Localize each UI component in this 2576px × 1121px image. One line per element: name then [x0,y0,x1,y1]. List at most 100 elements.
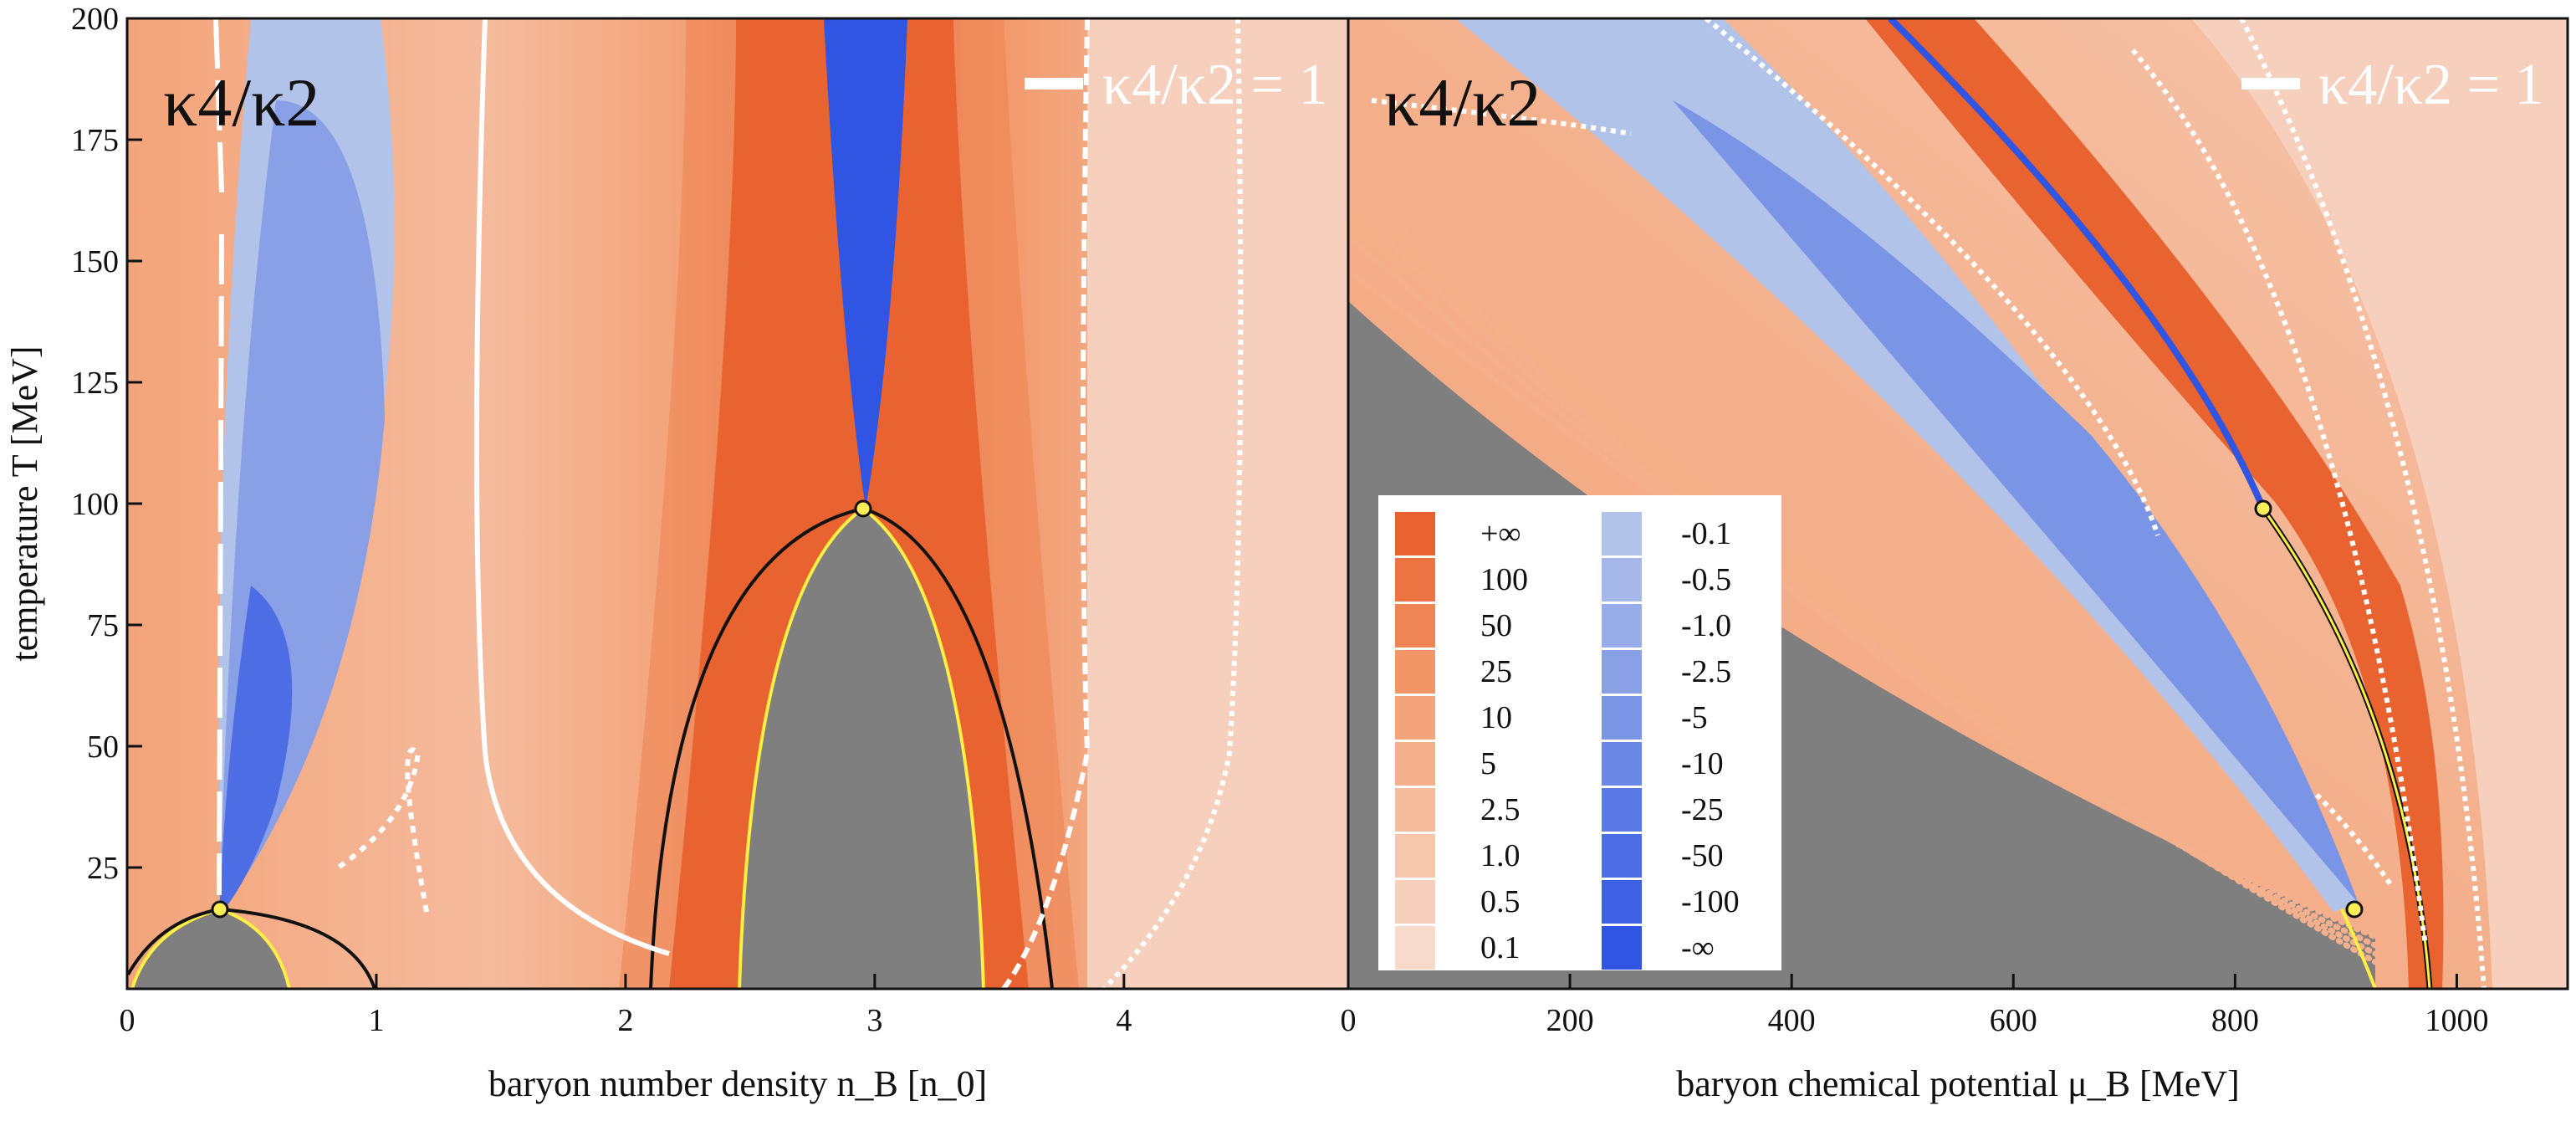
y-tick-label: 75 [87,608,119,643]
tick-marks [125,17,2458,989]
left-blue-lobe-inner [219,586,293,916]
right-striation-4 [1352,273,2379,965]
colorbar-swatch [1395,558,1435,601]
colorbar-swatch [1602,650,1642,694]
right-yellow-boundary-low [2340,909,2377,989]
colorbar-swatch [1395,880,1435,924]
left-unity-contours [213,18,1244,989]
left-orange-halo [619,18,736,989]
colorbar-swatch [1395,696,1435,740]
right-blue-lobe [1455,18,2359,912]
right-x-tick-label: 1000 [2425,1003,2488,1038]
right-contour-1 [1371,98,1632,136]
colorbar-label: 50 [1480,608,1512,643]
colorbar-swatch [1395,788,1435,832]
tick-labels: 25 50 75 100 125 150 175 200 0 1 2 3 4 0 200 400 600 800 1… [71,2,2488,1038]
colorbar-positive: +∞ 100 50 25 10 5 2.5 1.0 0.5 0.1 [1395,512,1528,970]
colorbar-swatch [1395,742,1435,786]
colorbar-label: -5 [1681,700,1708,735]
colorbar-swatch [1395,604,1435,648]
y-axis-title: temperature T [MeV] [4,346,45,661]
colorbar-label: 10 [1480,700,1512,735]
right-x-tick-label: 800 [2211,1003,2259,1038]
right-legend-label: κ4/κ2 = 1 [2318,53,2543,117]
left-panel-title: κ4/κ2 [163,64,319,141]
colorbar-label: 0.5 [1480,884,1521,919]
colorbar-swatch [1602,788,1642,832]
right-critical-point-2 [2345,900,2364,919]
colorbar-label: -2.5 [1681,654,1731,689]
colorbar-label: 100 [1480,562,1528,597]
colorbar-swatch [1395,512,1435,555]
left-blue-spike [824,18,907,509]
colorbar-swatch [1395,834,1435,878]
colorbar-background [1378,495,1781,970]
left-contour-1 [213,18,224,896]
right-critical-point-1 [2254,499,2272,518]
colorbar-label: -25 [1681,792,1724,827]
colorbar-label: -0.5 [1681,562,1731,597]
colorbar-label: 25 [1480,654,1512,689]
right-x-tick-label: 0 [1341,1003,1357,1038]
right-orange-band [1865,18,2444,989]
colorbar-legend: +∞ 100 50 25 10 5 2.5 1.0 0.5 0.1 -0.1 -0.5 -1.0 -2.… [1378,495,1781,970]
left-critical-point-2 [854,499,872,518]
right-x-tick-label: 400 [1768,1003,1816,1038]
y-tick-label: 100 [71,487,119,522]
y-tick-label: 25 [87,851,119,886]
colorbar-swatch [1602,512,1642,555]
colorbar-swatch [1602,926,1642,970]
y-tick-label: 150 [71,244,119,279]
y-tick-label: 200 [71,2,119,37]
colorbar-swatch [1602,742,1642,786]
colorbar-swatch [1395,650,1435,694]
left-critical-point-1 [211,900,229,919]
left-far-region [1087,18,1348,989]
right-frame [1347,17,2569,990]
left-orange-halo-2 [953,18,1079,989]
colorbar-swatch [1602,696,1642,740]
right-x-tick-label: 200 [1546,1003,1594,1038]
right-contour-5 [2314,792,2395,888]
right-x-tick-label: 600 [1990,1003,2037,1038]
right-unity-contours [1371,18,2487,989]
right-contour-3 [2239,18,2487,989]
colorbar-label: -∞ [1681,930,1715,965]
colorbar-label: -100 [1681,884,1740,919]
left-gray-region-1 [132,909,289,989]
y-tick-label: 175 [71,123,119,158]
colorbar-negative: -0.1 -0.5 -1.0 -2.5 -5 -10 -25 -50 -100 -∞ [1602,512,1740,970]
left-x-tick-label: 2 [617,1003,633,1038]
left-contour-4 [1001,18,1091,989]
colorbar-label: -0.1 [1681,516,1731,551]
colorbar-swatch [1395,926,1435,970]
left-contour-2 [474,18,670,956]
colorbar-label: -50 [1681,838,1724,873]
colorbar-swatch [1602,834,1642,878]
colorbar-label: +∞ [1480,516,1521,551]
left-x-tick-label: 4 [1116,1003,1132,1038]
colorbar-label: -10 [1681,746,1724,781]
colorbar-label: 0.1 [1480,930,1521,965]
left-contour-5 [1101,18,1244,989]
y-tick-label: 50 [87,729,119,765]
left-x-tick-label: 1 [368,1003,384,1038]
left-x-tick-label: 0 [120,1003,135,1038]
left-x-axis-title: baryon number density n_B [n_0] [488,1063,987,1104]
colorbar-label: 1.0 [1480,838,1521,873]
colorbar-swatch [1602,558,1642,601]
colorbar-label: 5 [1480,746,1496,781]
right-panel-title: κ4/κ2 [1384,64,1541,141]
right-light-region [2191,18,2568,989]
right-striations [1352,172,2379,965]
right-blue-boundary [1888,18,2267,510]
y-tick-label: 125 [71,366,119,401]
right-yellow-boundary [2262,508,2431,989]
colorbar-swatch [1602,604,1642,648]
left-x-tick-label: 3 [866,1003,882,1038]
panel-left [127,18,1348,989]
right-x-axis-title: baryon chemical potential μ_B [MeV] [1676,1063,2240,1104]
colorbar-swatch [1602,880,1642,924]
left-legend-label: κ4/κ2 = 1 [1102,53,1327,117]
